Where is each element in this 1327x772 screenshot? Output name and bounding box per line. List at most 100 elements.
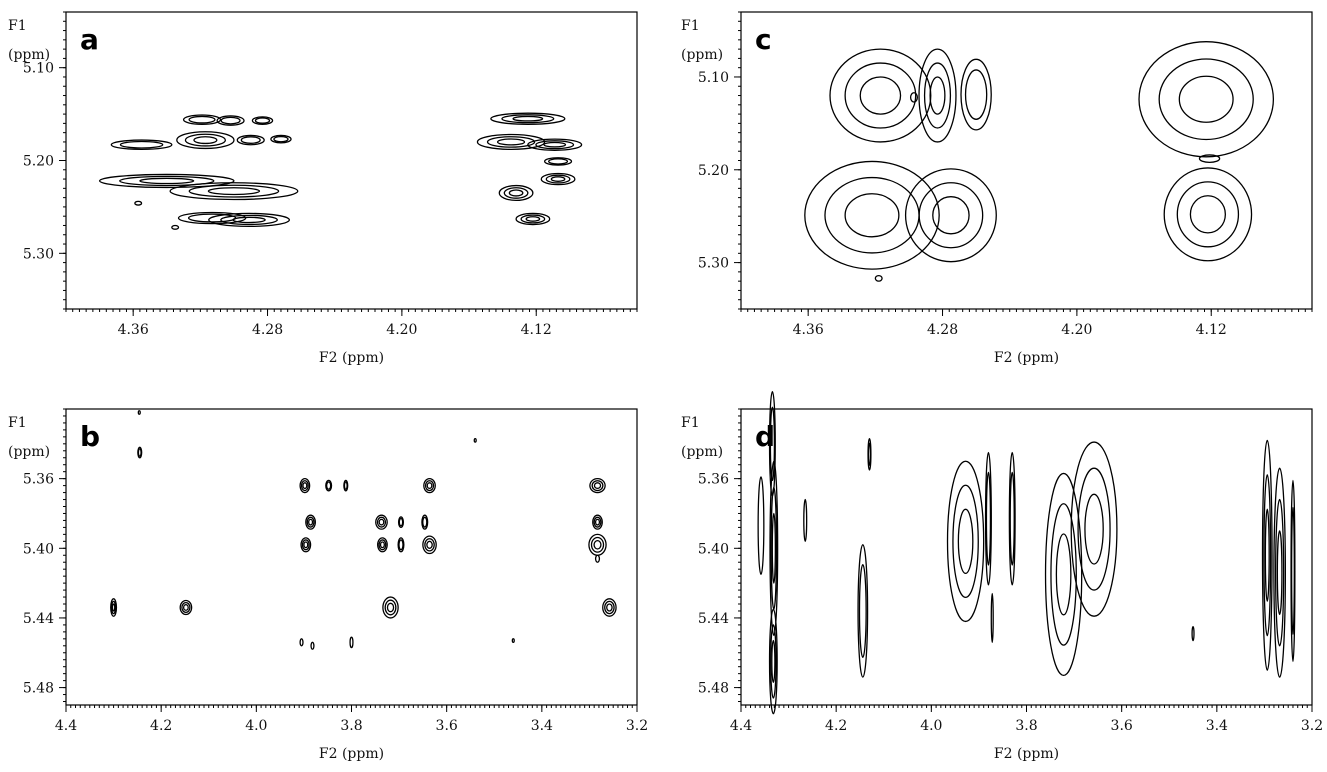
y-tick-label: 5.44 [23, 611, 54, 627]
contour-peak [134, 200, 143, 206]
contour-peak [137, 410, 141, 415]
contour-level [273, 135, 289, 143]
contour-level [473, 437, 477, 443]
contour-level [310, 641, 315, 650]
contour-level [984, 451, 992, 586]
contour-level [182, 604, 189, 611]
x-tick-label: 4.12 [521, 322, 552, 338]
x-tick-label: 4.36 [793, 322, 824, 338]
contour-peak [397, 537, 405, 553]
contour-peak [382, 596, 399, 619]
contour-level [1191, 625, 1195, 642]
contour-peak [1198, 154, 1221, 164]
contour-level [1273, 467, 1287, 678]
panel-b: 4.4 4.2 4.0 3.8 3.6 3.4 3.2 5.36 5.40 5.44 5.48 F2 … [8, 408, 648, 762]
y-tick-label: 5.36 [23, 472, 54, 488]
y-tick-label: 5.48 [23, 681, 54, 697]
contour-peak [1290, 479, 1296, 663]
contour-peak [602, 598, 617, 617]
contour-peaks [98, 112, 583, 230]
contour-level [188, 115, 216, 124]
contour-level [918, 182, 984, 249]
contour-peak [588, 533, 607, 556]
contour-level [1189, 195, 1226, 234]
contour-level [985, 471, 992, 566]
panel-letter: c [755, 23, 772, 56]
y-axis-title-line1: F1 [681, 18, 700, 34]
contour-level [960, 58, 992, 131]
contour-level [515, 212, 551, 226]
contour-level [1044, 472, 1083, 677]
contour-level [770, 624, 777, 699]
x-tick-label: 3.4 [1206, 718, 1228, 734]
contour-level [299, 477, 311, 494]
contour-level [803, 498, 808, 542]
x-tick-label: 4.12 [1196, 322, 1227, 338]
contour-peak [179, 599, 193, 616]
contour-peak [984, 451, 992, 586]
x-tick-label: 4.2 [150, 718, 172, 734]
contour-peak [137, 446, 143, 459]
contour-level [207, 187, 261, 196]
contour-peak [857, 544, 869, 678]
contour-peak [375, 514, 388, 530]
x-tick-label: 3.6 [436, 718, 458, 734]
contour-level [421, 514, 429, 530]
contour-peaks [804, 41, 1275, 282]
x-tick-label: 3.8 [340, 718, 362, 734]
contour-level [501, 114, 555, 124]
y-tick-label: 5.30 [698, 256, 729, 272]
contour-level [1158, 58, 1254, 141]
contour-peak [1138, 41, 1275, 158]
x-tick-label: 4.0 [245, 718, 267, 734]
contour-level [220, 214, 278, 226]
contour-peak [299, 477, 311, 494]
contour-level [270, 134, 292, 144]
contour-peak [1163, 167, 1253, 262]
contour-level [904, 168, 997, 263]
x-axis-title: F2 (ppm) [994, 350, 1059, 366]
contour-level [932, 196, 970, 235]
minor-ticks [63, 11, 638, 312]
contour-level [1276, 530, 1283, 616]
contour-level [757, 476, 765, 576]
contour-peak [904, 168, 997, 263]
contour-level [379, 541, 385, 549]
contour-level [119, 140, 164, 149]
contour-peak [208, 212, 291, 228]
contour-level [426, 482, 433, 490]
contour-level [606, 603, 613, 612]
y-tick-label: 5.48 [698, 681, 729, 697]
contour-level [593, 539, 602, 550]
y-axis-title-line2: (ppm) [8, 444, 50, 460]
contour-level [303, 541, 309, 549]
contour-peak [543, 157, 573, 166]
y-tick-label: 5.20 [23, 154, 54, 170]
contour-peak [110, 139, 173, 151]
contour-level [110, 598, 118, 617]
contour-level [1009, 471, 1015, 566]
y-tick-label: 5.10 [698, 70, 729, 86]
contour-level [378, 539, 387, 551]
contour-level [422, 516, 428, 528]
contour-level [867, 442, 872, 466]
contour-level [490, 112, 566, 125]
contour-level [232, 216, 266, 224]
x-tick-label: 4.28 [252, 322, 283, 338]
contour-peak [169, 182, 299, 201]
contour-level [254, 117, 271, 124]
contour-level [251, 116, 274, 125]
contour-peak [1191, 625, 1195, 642]
y-tick-label: 5.40 [698, 541, 729, 557]
contour-level [424, 538, 435, 552]
contour-peak [182, 114, 222, 125]
plot-frame [740, 11, 1313, 310]
x-tick-label: 3.8 [1015, 718, 1037, 734]
contour-peak [325, 479, 333, 492]
contour-peak [216, 115, 245, 126]
contour-peak [422, 535, 437, 555]
contour-level [771, 639, 776, 684]
minor-ticks [738, 408, 1313, 708]
contour-level [176, 131, 235, 150]
x-tick-label: 3.6 [1111, 718, 1133, 734]
